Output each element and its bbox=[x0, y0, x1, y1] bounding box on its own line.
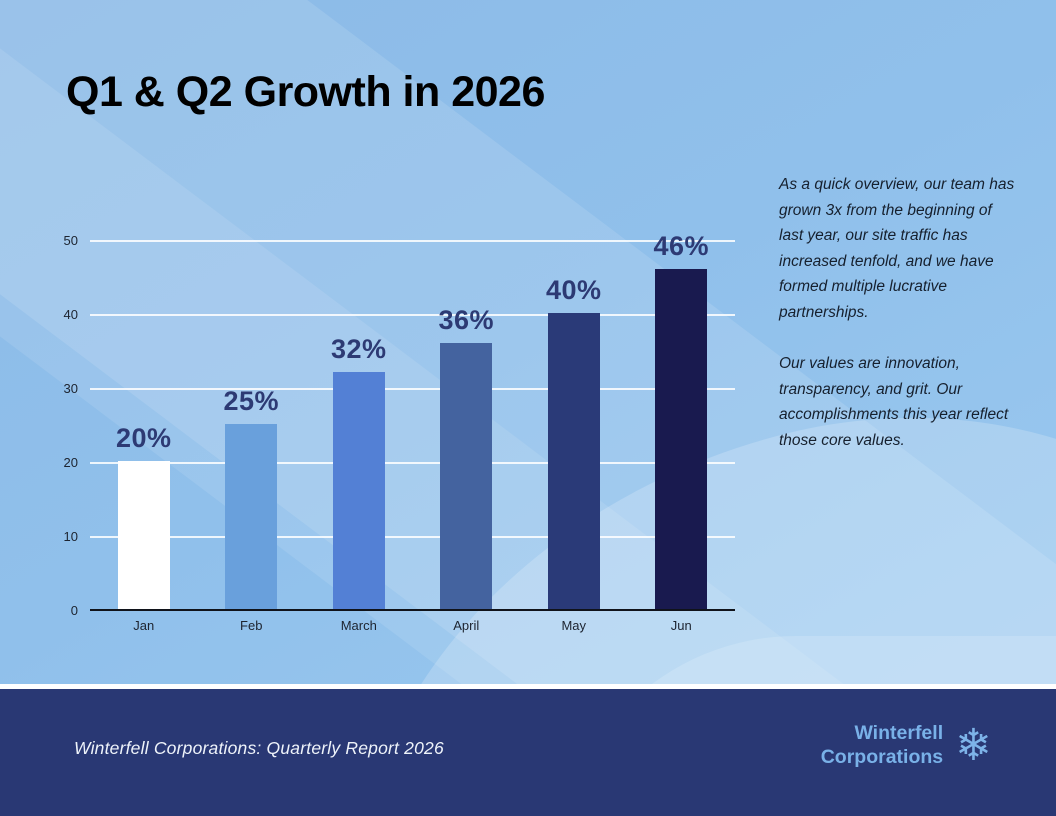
gridline-y50 bbox=[90, 240, 735, 242]
footer: Winterfell Corporations: Quarterly Repor… bbox=[0, 689, 1056, 816]
snowflake-icon: ❄ bbox=[955, 719, 992, 771]
bar-may bbox=[547, 313, 600, 609]
overview-text: As a quick overview, our team has grown … bbox=[779, 172, 1019, 453]
bar-march bbox=[332, 372, 385, 609]
y-axis-tick-30: 30 bbox=[63, 381, 78, 396]
x-axis-tick-march: March bbox=[340, 618, 377, 633]
value-label-april: 36% bbox=[438, 304, 495, 335]
bar-jun bbox=[655, 268, 708, 609]
footer-caption: Winterfell Corporations: Quarterly Repor… bbox=[74, 738, 444, 758]
brand-name: Winterfell Corporations bbox=[821, 722, 943, 769]
value-label-feb: 25% bbox=[223, 386, 280, 416]
y-axis-tick-50: 50 bbox=[63, 233, 78, 248]
page-title: Q1 & Q2 Growth in 2026 bbox=[66, 68, 545, 116]
gridline-y30 bbox=[90, 388, 735, 390]
x-axis-tick-jan: Jan bbox=[133, 618, 155, 633]
y-axis-tick-40: 40 bbox=[63, 307, 78, 322]
brand-name-line2: Corporations bbox=[820, 745, 944, 768]
x-axis-tick-may: May bbox=[561, 618, 587, 633]
brand-lockup: Winterfell Corporations ❄ bbox=[821, 722, 992, 769]
brand-name-line1: Winterfell bbox=[854, 722, 944, 744]
value-label-jan: 20% bbox=[115, 423, 172, 453]
x-axis-tick-feb: Feb bbox=[240, 618, 263, 633]
y-axis-tick-20: 20 bbox=[63, 455, 78, 470]
value-label-may: 40% bbox=[545, 275, 602, 305]
footer-divider bbox=[0, 684, 1056, 689]
y-axis-tick-0: 0 bbox=[70, 603, 78, 618]
value-label-jun: 46% bbox=[653, 230, 710, 261]
bar-feb bbox=[225, 424, 278, 609]
overview-paragraph-2: Our values are innovation, transparency,… bbox=[779, 355, 1009, 449]
x-axis-tick-april: April bbox=[453, 618, 480, 633]
growth-bar-chart: 0 10 20 30 40 50 20% Jan 25% Feb 32% March 36% April 4… bbox=[64, 231, 735, 633]
x-axis-tick-jun: Jun bbox=[670, 618, 692, 633]
value-label-march: 32% bbox=[330, 334, 387, 365]
gridline-y20 bbox=[90, 462, 735, 464]
bar-april bbox=[440, 342, 493, 609]
gridline-y10 bbox=[90, 536, 735, 538]
overview-paragraph-1: As a quick overview, our team has grown … bbox=[779, 176, 1015, 321]
bar-jan bbox=[117, 461, 170, 609]
gridline-y40 bbox=[90, 314, 735, 316]
y-axis-tick-10: 10 bbox=[63, 529, 78, 544]
